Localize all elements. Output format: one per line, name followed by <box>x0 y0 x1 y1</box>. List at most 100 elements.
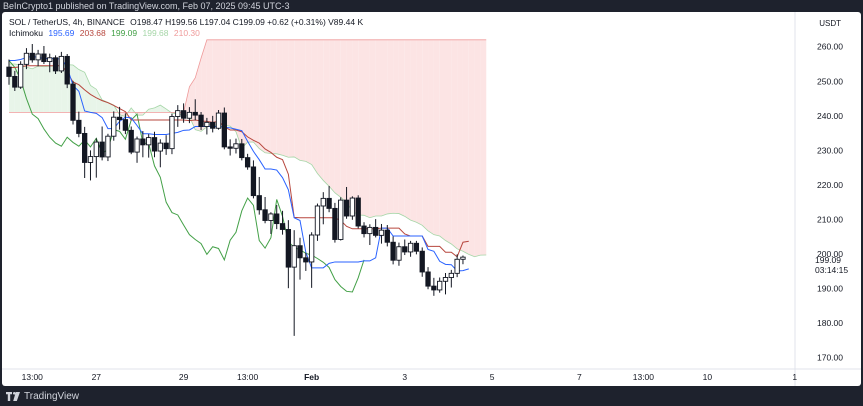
bar-countdown: 03:14:15 <box>815 265 849 275</box>
candle-down <box>151 137 158 152</box>
candle-up <box>454 258 460 274</box>
ichimoku-cloud-segment <box>433 39 440 237</box>
candle-down <box>431 285 437 291</box>
candle-up <box>146 137 152 146</box>
y-tick-label: 240.00 <box>817 111 843 121</box>
ichimoku-cloud-segment <box>317 39 324 181</box>
ichimoku-cloud-segment <box>206 39 213 127</box>
candle-down <box>64 55 70 85</box>
x-tick-label: 13:00 <box>633 372 655 382</box>
ichimoku-cloud-segment <box>387 39 394 214</box>
ichimoku-cloud-segment <box>439 39 446 241</box>
ichimoku-cloud-segment <box>369 39 376 218</box>
lagging-span-line <box>8 60 365 293</box>
candle-up <box>87 156 94 163</box>
footer-brand[interactable]: TradingView <box>24 391 80 402</box>
candle-up <box>448 272 454 278</box>
candle-down <box>373 226 379 236</box>
ichimoku-cloud-segment <box>241 39 248 149</box>
ichimoku-cloud-segment <box>462 39 469 255</box>
candle-down <box>99 141 105 158</box>
ichimoku-cloud-segment <box>265 39 271 154</box>
candle-up <box>17 63 24 88</box>
ichimoku-cloud-segment <box>160 105 167 113</box>
candle-up <box>58 55 65 72</box>
x-tick-label: 3 <box>402 372 407 382</box>
ichimoku-cloud-segment <box>416 39 423 226</box>
candle-up <box>268 213 274 221</box>
ichimoku-cloud-segment <box>329 39 335 193</box>
ichimoku-cloud-segment <box>294 39 300 161</box>
ichimoku-cloud-segment <box>102 99 108 113</box>
indicator-value-base: 203.68 <box>79 28 106 38</box>
candle-down <box>41 53 47 63</box>
last-price-tag: 199.09 03:14:15 <box>815 255 851 275</box>
ichimoku-cloud-segment <box>474 39 481 257</box>
ichimoku-cloud-segment <box>270 39 277 154</box>
y-tick-label: 210.00 <box>817 214 843 224</box>
footer-bar: TradingView <box>0 387 863 406</box>
ichimoku-cloud-segment <box>398 39 405 217</box>
x-tick-label: 5 <box>490 372 495 382</box>
candle-down <box>192 111 198 116</box>
candle-up <box>460 256 466 260</box>
candle-up <box>233 143 239 149</box>
candle-up <box>442 277 449 282</box>
ichimoku-cloud-segment <box>230 39 236 132</box>
indicator-name[interactable]: Ichimoku <box>9 28 44 38</box>
candle-up <box>314 205 321 236</box>
x-tick-label: 7 <box>577 372 582 382</box>
candle-down <box>12 75 18 88</box>
y-tick-label: 200.00 <box>817 249 843 259</box>
symbol-label[interactable]: SOL / TetherUS, 4h, BINANCE <box>9 17 125 27</box>
y-tick-label: 170.00 <box>817 353 843 363</box>
candle-down <box>285 229 292 268</box>
candle-up <box>93 141 99 158</box>
candle-up <box>291 245 297 268</box>
candle-up <box>47 57 53 63</box>
ichimoku-cloud-segment <box>201 39 207 132</box>
ichimoku-cloud-segment <box>422 39 429 231</box>
y-tick-label: 180.00 <box>817 318 843 328</box>
base-line <box>9 65 469 258</box>
ichimoku-cloud-segment <box>305 39 312 165</box>
candle-down <box>303 257 309 263</box>
y-tick-label: 190.00 <box>817 284 843 294</box>
candle-down <box>250 166 257 197</box>
candle-up <box>169 116 175 150</box>
candle-down <box>180 110 187 119</box>
y-tick-label: 220.00 <box>817 180 843 190</box>
ichimoku-cloud-segment <box>381 39 388 217</box>
candle-up <box>378 229 385 236</box>
ichimoku-cloud-segment <box>340 39 347 203</box>
indicator-value-span-a: 199.68 <box>142 28 169 38</box>
ichimoku-cloud-segment <box>96 89 103 113</box>
candle-down <box>198 114 204 127</box>
ichimoku-cloud-segment <box>247 39 254 143</box>
indicator-value-lagging: 199.09 <box>111 28 138 38</box>
y-tick-label: 260.00 <box>817 42 843 52</box>
candle-up <box>134 138 140 153</box>
publish-note: BeInCrypto1 published on TradingView.com… <box>0 0 863 12</box>
price-chart[interactable]: 170.00 180.00 190.00 200.00 210.00 220.00 230.… <box>2 12 861 386</box>
candle-down <box>210 121 216 129</box>
ichimoku-cloud-segment <box>323 39 330 187</box>
tradingview-logo-icon[interactable] <box>6 392 20 401</box>
x-tick-label: 13:00 <box>237 372 259 382</box>
candle-down <box>256 195 262 211</box>
currency-label[interactable]: USDT <box>819 19 841 28</box>
ichimoku-cloud-segment <box>78 69 85 113</box>
ichimoku-cloud-segment <box>445 39 452 244</box>
ohlc-values: O198.47 H199.56 L197.04 C199.09 +0.62 (+… <box>130 17 364 27</box>
ichimoku-cloud-segment <box>49 66 56 113</box>
candle-up <box>349 197 356 217</box>
candle-down <box>29 52 35 61</box>
candle-down <box>239 143 245 159</box>
candle-down <box>116 116 123 121</box>
candle-down <box>140 138 146 146</box>
chart-panel[interactable]: 170.00 180.00 190.00 200.00 210.00 220.00 230.… <box>2 12 861 386</box>
candle-down <box>128 129 134 153</box>
ichimoku-cloud-segment <box>410 39 417 223</box>
candle-up <box>105 135 111 158</box>
